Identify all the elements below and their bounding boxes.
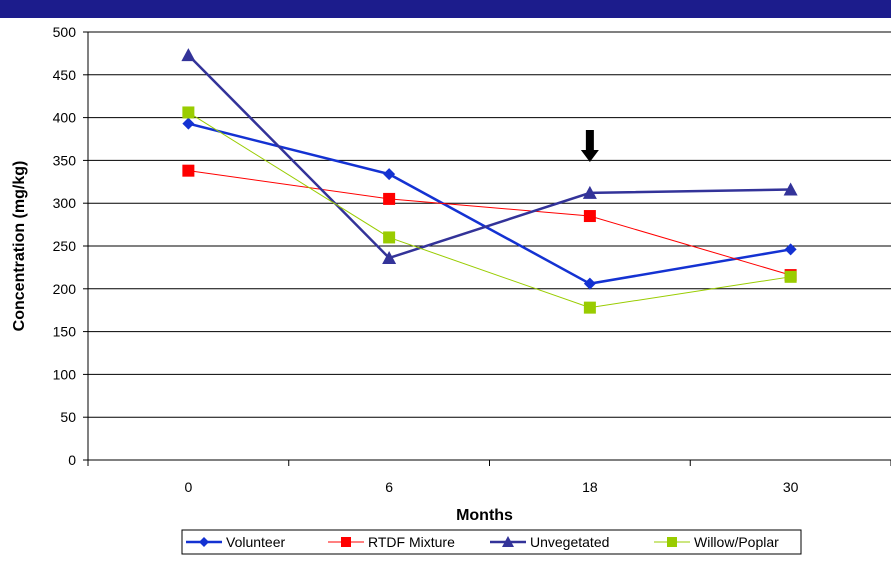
series-group <box>181 48 798 314</box>
y-tick-label: 100 <box>53 366 77 382</box>
data-point <box>182 117 195 130</box>
y-tick-label: 500 <box>53 24 77 40</box>
legend-marker <box>667 537 677 547</box>
legend-label: Willow/Poplar <box>694 534 779 550</box>
series-line <box>187 54 791 260</box>
data-point <box>383 192 396 205</box>
x-tick-label: 18 <box>582 479 598 495</box>
x-axis-title: Months <box>456 507 513 524</box>
legend-item: Unvegetated <box>490 534 609 550</box>
y-tick-label: 350 <box>53 152 77 168</box>
data-point <box>182 164 195 177</box>
data-point <box>583 277 596 290</box>
legend-marker <box>502 536 514 547</box>
series-line <box>188 122 791 285</box>
data-point <box>181 48 196 62</box>
y-tick-label: 50 <box>60 409 76 425</box>
data-point <box>383 231 396 244</box>
y-tick-label: 400 <box>53 110 77 126</box>
legend-item: Volunteer <box>186 534 285 550</box>
data-point <box>784 270 797 283</box>
data-point <box>582 185 597 199</box>
legend-marker <box>199 537 209 547</box>
legend-label: RTDF Mixture <box>368 534 455 550</box>
x-tick-label: 0 <box>184 479 192 495</box>
series-unvegetated <box>181 48 798 264</box>
x-tick-label: 6 <box>385 479 393 495</box>
data-point <box>783 182 798 196</box>
data-point <box>382 250 397 264</box>
down-arrow-icon <box>580 130 599 162</box>
legend-marker <box>341 537 351 547</box>
y-tick-label: 0 <box>68 452 76 468</box>
y-axis-ticks: 0 50 100 150 200 250 300 350 400 450 500 <box>53 24 88 468</box>
data-point <box>583 301 596 314</box>
gridlines <box>88 31 891 418</box>
data-point <box>784 243 797 256</box>
series-line <box>188 170 791 276</box>
y-tick-label: 200 <box>53 281 77 297</box>
y-tick-label: 150 <box>53 324 77 340</box>
x-axis-ticks: 0 6 18 30 <box>87 460 891 495</box>
annotations <box>580 130 599 162</box>
data-point <box>583 210 596 223</box>
legend: Volunteer RTDF Mixture Unvegetated Willow/P… <box>181 529 802 555</box>
x-tick-label: 30 <box>783 479 799 495</box>
legend-item: Willow/Poplar <box>654 534 779 550</box>
title-bar <box>0 0 891 18</box>
legend-item: RTDF Mixture <box>328 534 455 550</box>
y-axis-title: Concentration (mg/kg) <box>11 161 28 332</box>
y-tick-label: 300 <box>53 195 77 211</box>
series-volunteer <box>182 117 797 290</box>
series-willow-poplar <box>182 106 797 314</box>
legend-label: Unvegetated <box>530 534 609 550</box>
series-line <box>188 112 791 309</box>
y-tick-label: 250 <box>53 238 77 254</box>
series-rtdf-mixture <box>182 164 797 282</box>
legend-label: Volunteer <box>226 534 285 550</box>
y-tick-label: 450 <box>53 67 77 83</box>
data-point <box>182 106 195 119</box>
data-point <box>383 168 396 181</box>
